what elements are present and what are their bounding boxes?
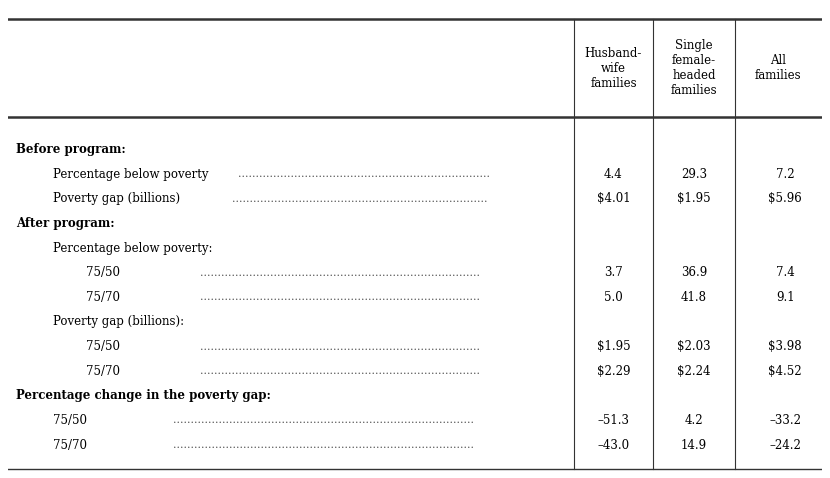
Text: –33.2: –33.2 [769, 414, 801, 427]
Text: –24.2: –24.2 [769, 439, 801, 452]
Text: After program:: After program: [17, 217, 115, 230]
Text: 4.4: 4.4 [604, 168, 622, 181]
Text: 75/70: 75/70 [85, 291, 120, 304]
Text: $5.96: $5.96 [769, 192, 802, 205]
Text: $2.03: $2.03 [677, 340, 710, 353]
Text: All
families: All families [754, 54, 802, 82]
Text: Before program:: Before program: [17, 143, 126, 156]
Text: Poverty gap (billions):: Poverty gap (billions): [53, 315, 184, 328]
Text: ................................................................................: ........................................… [200, 342, 481, 352]
Text: ................................................................................: ........................................… [173, 415, 475, 425]
Text: ........................................................................: ........................................… [238, 169, 490, 179]
Text: 14.9: 14.9 [681, 439, 707, 452]
Text: 3.7: 3.7 [604, 266, 622, 279]
Text: 75/50: 75/50 [85, 340, 120, 353]
Text: $2.24: $2.24 [677, 365, 710, 378]
Text: Poverty gap (billions): Poverty gap (billions) [53, 192, 180, 205]
Text: Percentage change in the poverty gap:: Percentage change in the poverty gap: [17, 390, 271, 402]
Text: –51.3: –51.3 [598, 414, 629, 427]
Text: $4.01: $4.01 [597, 192, 630, 205]
Text: 5.0: 5.0 [604, 291, 622, 304]
Text: 7.4: 7.4 [776, 266, 794, 279]
Text: $2.29: $2.29 [597, 365, 630, 378]
Text: 29.3: 29.3 [681, 168, 707, 181]
Text: 36.9: 36.9 [681, 266, 707, 279]
Text: $4.52: $4.52 [769, 365, 802, 378]
Text: 75/70: 75/70 [85, 365, 120, 378]
Text: 7.2: 7.2 [776, 168, 794, 181]
Text: 41.8: 41.8 [681, 291, 707, 304]
Text: $1.95: $1.95 [677, 192, 710, 205]
Text: 75/50: 75/50 [85, 266, 120, 279]
Text: Husband-
wife
families: Husband- wife families [585, 46, 642, 89]
Text: 9.1: 9.1 [776, 291, 794, 304]
Text: Single
female-
headed
families: Single female- headed families [671, 39, 717, 97]
Text: $3.98: $3.98 [769, 340, 802, 353]
Text: Percentage below poverty:: Percentage below poverty: [53, 241, 212, 255]
Text: ................................................................................: ........................................… [200, 293, 481, 302]
Text: Percentage below poverty: Percentage below poverty [53, 168, 208, 181]
Text: 4.2: 4.2 [685, 414, 703, 427]
Text: ................................................................................: ........................................… [173, 440, 475, 450]
Text: .........................................................................: ........................................… [232, 194, 487, 204]
Text: ................................................................................: ........................................… [200, 268, 481, 278]
Text: 75/50: 75/50 [53, 414, 87, 427]
Text: $1.95: $1.95 [597, 340, 630, 353]
Text: 75/70: 75/70 [53, 439, 87, 452]
Text: ................................................................................: ........................................… [200, 366, 481, 376]
Text: –43.0: –43.0 [598, 439, 629, 452]
